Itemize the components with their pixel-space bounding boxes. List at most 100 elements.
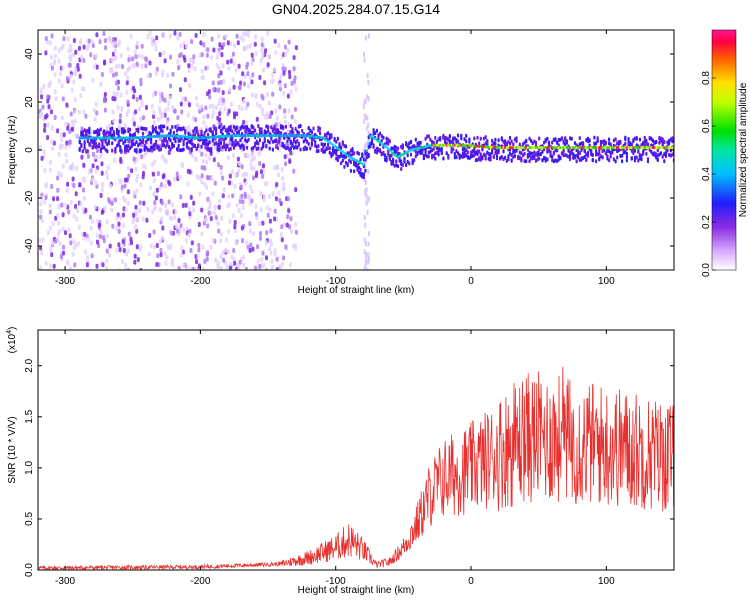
ridge-cell (80, 142, 83, 147)
noise-cell (40, 218, 44, 224)
noise-cell (217, 80, 221, 86)
noise-cell (49, 167, 52, 173)
ridge-cell (150, 145, 153, 150)
ridge-cell (614, 159, 617, 164)
noise-cell (48, 80, 52, 86)
y-tick-label: 20 (24, 96, 35, 108)
noise-cell (119, 215, 123, 221)
noise-cell (179, 194, 183, 200)
noise-cell (258, 263, 262, 269)
noise-cell (229, 58, 233, 64)
noise-cell (91, 219, 95, 224)
noise-cell (111, 42, 115, 48)
ridge-cell (284, 124, 287, 129)
noise-cell (198, 148, 202, 154)
noise-cell (135, 40, 139, 46)
noise-cell (167, 100, 171, 106)
noise-cell (179, 101, 183, 107)
ridge-core-cell (361, 162, 364, 165)
noise-cell (259, 207, 263, 213)
noise-cell (211, 237, 215, 243)
ridge-core-cell (551, 146, 554, 150)
noise-cell (227, 202, 231, 208)
ridge-cell (559, 155, 562, 160)
noise-cell (363, 215, 366, 221)
noise-cell (197, 174, 200, 180)
noise-cell (66, 125, 70, 131)
noise-cell (158, 98, 162, 104)
noise-cell (256, 244, 260, 250)
noise-cell (362, 148, 365, 154)
noise-cell (215, 63, 219, 68)
ridge-cell (520, 156, 523, 161)
noise-cell (226, 40, 230, 46)
noise-cell (218, 111, 222, 117)
noise-cell (210, 36, 214, 42)
ridge-core-cell (231, 134, 234, 138)
noise-cell (243, 73, 247, 79)
noise-cell (284, 161, 288, 167)
noise-cell (266, 212, 270, 218)
ridge-cell (608, 158, 611, 163)
noise-cell (288, 74, 292, 80)
noise-cell (100, 161, 104, 167)
noise-cell (250, 151, 254, 157)
noise-cell (260, 42, 264, 48)
noise-cell (70, 87, 74, 93)
noise-cell (190, 240, 194, 246)
noise-cell (205, 159, 209, 165)
noise-cell (241, 37, 245, 43)
x-tick-label: -100 (326, 276, 346, 287)
ridge-cell (635, 136, 638, 141)
ridge-cell (169, 128, 172, 133)
ridge-cell (328, 146, 331, 151)
ridge-core-cell (456, 143, 460, 147)
noise-cell (278, 104, 282, 110)
ridge-cell (122, 130, 125, 135)
ridge-cell (379, 131, 382, 136)
top-y-axis-label: Frequency (Hz) (7, 116, 18, 185)
noise-cell (290, 114, 294, 120)
noise-cell (170, 230, 174, 236)
noise-cell (49, 109, 53, 115)
ridge-cell (127, 148, 130, 153)
noise-cell (42, 149, 46, 155)
ridge-cell (330, 135, 333, 139)
noise-cell (162, 32, 166, 38)
noise-cell (263, 80, 267, 86)
ridge-cell (455, 155, 458, 160)
ridge-cell (549, 150, 552, 155)
noise-cell (219, 170, 223, 176)
ridge-cell (405, 163, 408, 168)
ridge-core-cell (197, 136, 200, 140)
ridge-cell (128, 132, 132, 137)
noise-cell (268, 207, 272, 213)
ridge-cell (297, 141, 300, 146)
noise-cell (135, 44, 139, 50)
noise-cell (89, 240, 93, 246)
ridge-cell (299, 147, 302, 152)
noise-cell (365, 200, 368, 206)
ridge-cell (99, 149, 102, 154)
noise-cell (148, 31, 152, 36)
noise-cell (78, 73, 82, 79)
ridge-cell (151, 124, 154, 129)
ridge-cell (387, 141, 390, 146)
noise-cell (250, 61, 254, 66)
noise-cell (254, 265, 258, 270)
ridge-cell (598, 151, 601, 156)
noise-cell (141, 216, 145, 222)
ridge-cell (107, 139, 110, 144)
ridge-cell (525, 159, 528, 164)
noise-cell (44, 181, 48, 187)
noise-cell (233, 43, 236, 49)
noise-cell (126, 189, 130, 195)
noise-cell (117, 221, 121, 227)
noise-cell (241, 238, 244, 244)
ridge-cell (361, 174, 364, 179)
noise-cell (126, 75, 130, 81)
noise-cell (64, 144, 68, 150)
ridge-cell (570, 136, 573, 141)
noise-cell (266, 92, 269, 97)
ridge-cell (468, 139, 471, 144)
